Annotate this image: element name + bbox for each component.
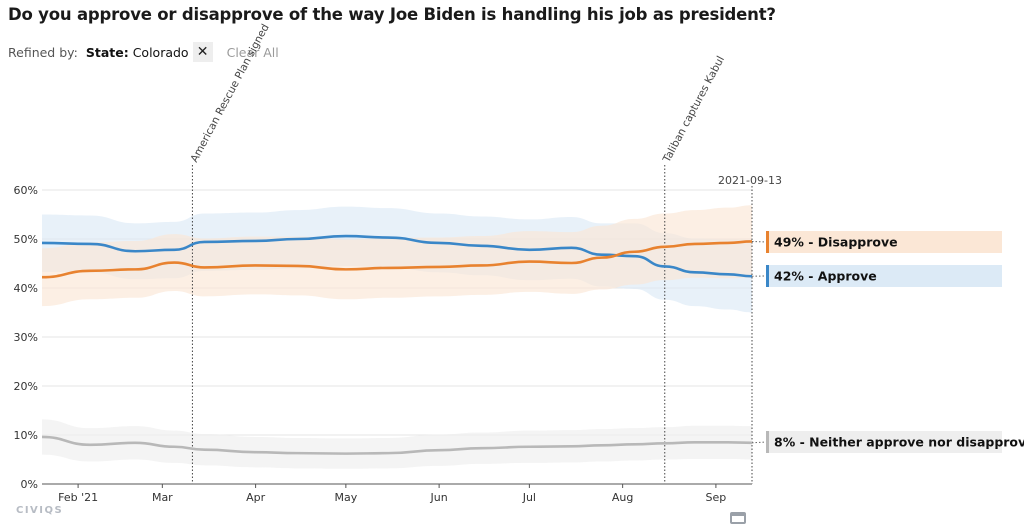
end-label-marker — [766, 265, 769, 287]
civiqs-logo: CIVIQS — [16, 505, 63, 516]
y-tick-label: 40% — [14, 282, 38, 295]
end-label-text: 8% - Neither approve nor disapprove — [774, 435, 1024, 450]
end-label-connector — [752, 442, 766, 443]
end-label-text: 49% - Disapprove — [774, 235, 898, 250]
y-tick-label: 60% — [14, 184, 38, 197]
end-label-marker — [766, 231, 769, 253]
end-label-text: 42% - Approve — [774, 269, 877, 284]
date-marker-label: 2021-09-13 — [718, 174, 782, 187]
x-tick-label: Jun — [430, 491, 448, 504]
y-tick-label: 20% — [14, 380, 38, 393]
x-tick-label: Jul — [522, 491, 536, 504]
y-tick-label: 10% — [14, 429, 38, 442]
x-tick-label: Apr — [246, 491, 266, 504]
end-label-marker — [766, 431, 769, 453]
x-tick-label: Sep — [706, 491, 727, 504]
annotation-label: Taliban captures Kabul — [660, 54, 727, 165]
x-tick-label: Feb '21 — [58, 491, 98, 504]
x-tick-label: Mar — [152, 491, 173, 504]
annotation-label: American Rescue Plan signed — [188, 22, 271, 164]
calendar-icon[interactable] — [730, 512, 746, 524]
y-tick-label: 0% — [21, 478, 38, 491]
x-tick-label: May — [334, 491, 357, 504]
y-tick-label: 30% — [14, 331, 38, 344]
x-tick-label: Aug — [612, 491, 633, 504]
y-tick-label: 50% — [14, 233, 38, 246]
end-label-connector — [752, 241, 766, 242]
